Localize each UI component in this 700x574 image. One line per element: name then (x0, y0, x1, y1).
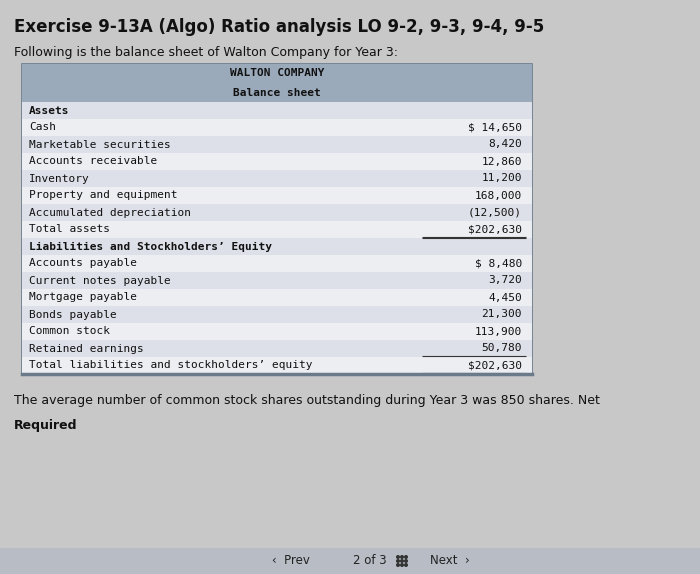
Text: Balance sheet: Balance sheet (233, 87, 321, 98)
Circle shape (400, 560, 403, 563)
Text: Total liabilities and stockholders’ equity: Total liabilities and stockholders’ equi… (29, 360, 312, 370)
Text: Accounts receivable: Accounts receivable (29, 157, 158, 166)
FancyBboxPatch shape (22, 102, 532, 119)
Circle shape (397, 560, 399, 563)
Text: 50,780: 50,780 (482, 343, 522, 354)
Text: Total assets: Total assets (29, 224, 110, 235)
Text: Required: Required (14, 419, 78, 432)
Text: WALTON COMPANY: WALTON COMPANY (230, 68, 324, 79)
Text: Accounts payable: Accounts payable (29, 258, 137, 269)
FancyBboxPatch shape (0, 548, 700, 574)
Text: Inventory: Inventory (29, 173, 90, 184)
Text: Current notes payable: Current notes payable (29, 276, 171, 285)
FancyBboxPatch shape (22, 170, 532, 187)
Text: Bonds payable: Bonds payable (29, 309, 117, 320)
Text: $202,630: $202,630 (468, 360, 522, 370)
FancyBboxPatch shape (22, 323, 532, 340)
Text: Exercise 9-13A (Algo) Ratio analysis LO 9-2, 9-3, 9-4, 9-5: Exercise 9-13A (Algo) Ratio analysis LO … (14, 18, 545, 36)
Text: 21,300: 21,300 (482, 309, 522, 320)
Text: The average number of common stock shares outstanding during Year 3 was 850 shar: The average number of common stock share… (14, 394, 600, 407)
FancyBboxPatch shape (22, 289, 532, 306)
Text: 2 of 3: 2 of 3 (354, 554, 387, 568)
Text: Next  ›: Next › (430, 554, 470, 568)
Text: ‹  Prev: ‹ Prev (272, 554, 310, 568)
Text: Cash: Cash (29, 122, 56, 133)
Text: (12,500): (12,500) (468, 207, 522, 218)
FancyBboxPatch shape (22, 340, 532, 357)
Text: Property and equipment: Property and equipment (29, 191, 178, 200)
FancyBboxPatch shape (22, 136, 532, 153)
FancyBboxPatch shape (22, 357, 532, 374)
FancyBboxPatch shape (22, 83, 532, 102)
Text: $202,630: $202,630 (468, 224, 522, 235)
FancyBboxPatch shape (22, 238, 532, 255)
Circle shape (400, 564, 403, 567)
Circle shape (405, 556, 407, 559)
Text: Mortgage payable: Mortgage payable (29, 293, 137, 302)
Text: Common stock: Common stock (29, 327, 110, 336)
Text: $ 8,480: $ 8,480 (475, 258, 522, 269)
FancyBboxPatch shape (22, 187, 532, 204)
Text: 12,860: 12,860 (482, 157, 522, 166)
FancyBboxPatch shape (22, 306, 532, 323)
Text: 113,900: 113,900 (475, 327, 522, 336)
Circle shape (400, 556, 403, 559)
Text: Retained earnings: Retained earnings (29, 343, 144, 354)
Circle shape (405, 560, 407, 563)
Text: 11,200: 11,200 (482, 173, 522, 184)
Text: 168,000: 168,000 (475, 191, 522, 200)
Circle shape (397, 564, 399, 567)
Text: Marketable securities: Marketable securities (29, 139, 171, 149)
Text: $ 14,650: $ 14,650 (468, 122, 522, 133)
FancyBboxPatch shape (22, 255, 532, 272)
Text: Liabilities and Stockholders’ Equity: Liabilities and Stockholders’ Equity (29, 242, 272, 251)
Circle shape (405, 564, 407, 567)
FancyBboxPatch shape (22, 204, 532, 221)
Text: 4,450: 4,450 (489, 293, 522, 302)
FancyBboxPatch shape (22, 119, 532, 136)
Text: 8,420: 8,420 (489, 139, 522, 149)
FancyBboxPatch shape (22, 153, 532, 170)
Circle shape (397, 556, 399, 559)
FancyBboxPatch shape (22, 64, 532, 83)
FancyBboxPatch shape (22, 272, 532, 289)
FancyBboxPatch shape (22, 221, 532, 238)
Text: Assets: Assets (29, 106, 69, 115)
Text: Following is the balance sheet of Walton Company for Year 3:: Following is the balance sheet of Walton… (14, 46, 398, 59)
Text: 3,720: 3,720 (489, 276, 522, 285)
Text: Accumulated depreciation: Accumulated depreciation (29, 207, 191, 218)
